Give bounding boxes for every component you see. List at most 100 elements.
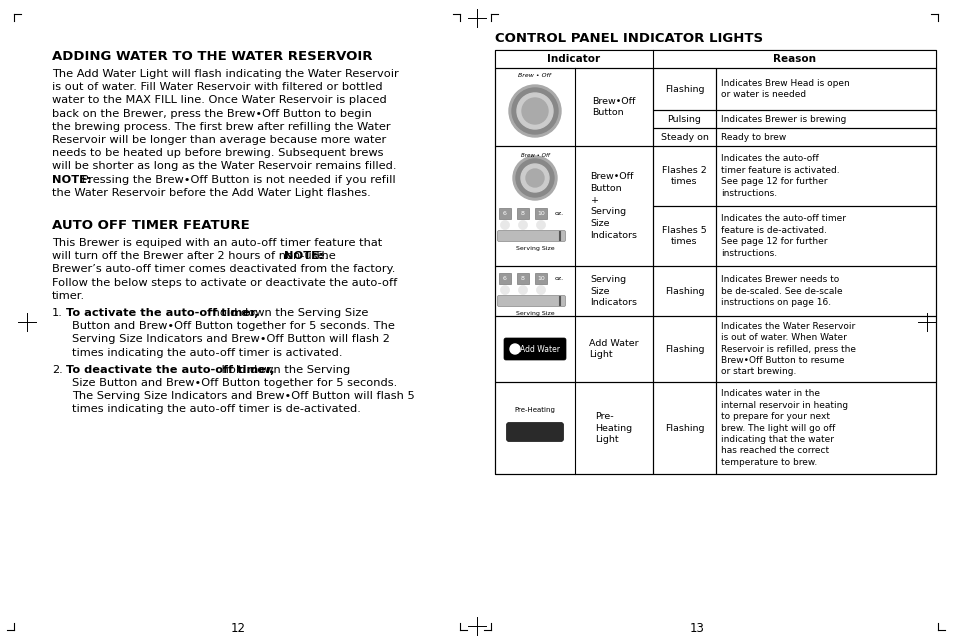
Bar <box>495 50 935 68</box>
Text: Indicates Brewer needs to
be de-scaled. See de-scale
instructions on page 16.: Indicates Brewer needs to be de-scaled. … <box>720 275 841 307</box>
Bar <box>716 316 935 382</box>
Bar <box>495 68 652 146</box>
Text: Pre-Heating: Pre-Heating <box>514 407 555 413</box>
Text: Indicates Brew Head is open
or water is needed: Indicates Brew Head is open or water is … <box>720 79 849 99</box>
Text: AUTO OFF TIMER FEATURE: AUTO OFF TIMER FEATURE <box>52 219 250 232</box>
Circle shape <box>510 344 519 354</box>
Text: Brew • Off: Brew • Off <box>518 73 551 78</box>
Circle shape <box>525 169 543 187</box>
Text: Flashing: Flashing <box>664 84 703 93</box>
Text: CONTROL PANEL INDICATOR LIGHTS: CONTROL PANEL INDICATOR LIGHTS <box>495 32 762 45</box>
Text: hold down the Serving: hold down the Serving <box>218 365 351 375</box>
Text: Indicates the auto-off timer
feature is de-activated.
See page 12 for further
in: Indicates the auto-off timer feature is … <box>720 214 845 258</box>
Text: The: The <box>311 251 335 261</box>
Bar <box>716 382 935 474</box>
Text: Serving Size: Serving Size <box>516 311 554 316</box>
Circle shape <box>520 164 548 192</box>
FancyBboxPatch shape <box>497 296 565 307</box>
Text: Steady on: Steady on <box>659 133 708 142</box>
Text: Flashes 5
times: Flashes 5 times <box>661 226 706 246</box>
Bar <box>716 146 935 206</box>
Text: 8: 8 <box>520 211 524 216</box>
Text: NOTE:: NOTE: <box>284 251 323 261</box>
Bar <box>652 316 716 382</box>
Bar <box>495 316 652 382</box>
Circle shape <box>516 159 554 197</box>
Text: Ready to brew: Ready to brew <box>720 133 785 142</box>
Bar <box>716 68 935 110</box>
Text: 6: 6 <box>502 211 506 216</box>
Text: Reason: Reason <box>772 54 815 64</box>
Text: back on the Brewer, press the Brew•Off Button to begin: back on the Brewer, press the Brew•Off B… <box>52 109 372 118</box>
Text: To deactivate the auto-off timer,: To deactivate the auto-off timer, <box>66 365 274 375</box>
Text: Pulsing: Pulsing <box>667 115 700 124</box>
Text: oz.: oz. <box>555 276 563 281</box>
Circle shape <box>513 156 557 200</box>
Text: 8: 8 <box>520 276 524 281</box>
Text: Serving
Size
Indicators: Serving Size Indicators <box>590 275 637 307</box>
Bar <box>652 68 716 110</box>
Text: the brewing process. The first brew after refilling the Water: the brewing process. The first brew afte… <box>52 122 390 132</box>
Text: Reservoir will be longer than average because more water: Reservoir will be longer than average be… <box>52 135 386 145</box>
Text: timer.: timer. <box>52 291 85 301</box>
Text: will turn off the Brewer after 2 hours of non-use.: will turn off the Brewer after 2 hours o… <box>52 251 332 261</box>
Text: The Add Water Light will flash indicating the Water Reservoir: The Add Water Light will flash indicatin… <box>52 69 398 79</box>
Text: Flashing: Flashing <box>664 345 703 354</box>
Bar <box>495 382 652 474</box>
Bar <box>716 128 935 146</box>
Circle shape <box>536 220 545 229</box>
Bar <box>535 273 546 284</box>
Circle shape <box>521 98 547 124</box>
Text: Add Water
Light: Add Water Light <box>589 339 639 359</box>
Text: Follow the below steps to activate or deactivate the auto-off: Follow the below steps to activate or de… <box>52 278 396 288</box>
Text: is out of water. Fill Water Reservoir with filtered or bottled: is out of water. Fill Water Reservoir wi… <box>52 82 382 92</box>
Text: The Serving Size Indicators and Brew•Off Button will flash 5: The Serving Size Indicators and Brew•Off… <box>71 391 415 401</box>
Circle shape <box>517 93 553 129</box>
Bar <box>652 206 716 266</box>
Text: 10: 10 <box>537 211 544 216</box>
Text: Indicator: Indicator <box>547 54 600 64</box>
Bar <box>716 266 935 316</box>
Bar <box>495 266 652 316</box>
Text: Brew•Off
Button: Brew•Off Button <box>592 97 635 117</box>
Bar <box>495 146 652 266</box>
Text: water to the MAX FILL line. Once Water Reservoir is placed: water to the MAX FILL line. Once Water R… <box>52 95 386 106</box>
Text: ADDING WATER TO THE WATER RESERVOIR: ADDING WATER TO THE WATER RESERVOIR <box>52 50 372 63</box>
Bar <box>716 110 935 128</box>
Text: 2.: 2. <box>52 365 63 375</box>
Text: needs to be heated up before brewing. Subsequent brews: needs to be heated up before brewing. Su… <box>52 148 383 158</box>
Text: Flashes 2
times: Flashes 2 times <box>661 166 706 185</box>
Text: Brew • Off: Brew • Off <box>520 153 549 158</box>
Text: NOTE:: NOTE: <box>52 175 91 185</box>
Bar <box>495 50 935 474</box>
Bar <box>517 208 529 219</box>
Bar <box>652 146 716 206</box>
Text: 13: 13 <box>689 622 703 635</box>
Bar <box>716 206 935 266</box>
Bar <box>652 266 716 316</box>
Text: Size Button and Brew•Off Button together for 5 seconds.: Size Button and Brew•Off Button together… <box>71 378 396 388</box>
Text: Pressing the Brew•Off Button is not needed if you refill: Pressing the Brew•Off Button is not need… <box>78 175 395 185</box>
Text: To activate the auto-off timer,: To activate the auto-off timer, <box>66 308 258 318</box>
Text: times indicating the auto-off timer is activated.: times indicating the auto-off timer is a… <box>71 348 342 357</box>
Text: Indicates the Water Reservoir
is out of water. When Water
Reservoir is refilled,: Indicates the Water Reservoir is out of … <box>720 321 855 376</box>
Bar <box>652 382 716 474</box>
Bar <box>652 110 716 128</box>
Text: 6: 6 <box>502 276 506 281</box>
Text: Add Water: Add Water <box>519 345 559 354</box>
Text: the Water Reservoir before the Add Water Light flashes.: the Water Reservoir before the Add Water… <box>52 188 371 198</box>
Text: times indicating the auto-off timer is de-activated.: times indicating the auto-off timer is d… <box>71 404 360 414</box>
Text: Brew•Off
Button
+
Serving
Size
Indicators: Brew•Off Button + Serving Size Indicator… <box>590 172 637 240</box>
Circle shape <box>509 85 560 137</box>
Bar <box>652 128 716 146</box>
Text: Brewer’s auto-off timer comes deactivated from the factory.: Brewer’s auto-off timer comes deactivate… <box>52 265 395 274</box>
FancyBboxPatch shape <box>506 422 563 442</box>
Text: will be shorter as long as the Water Reservoir remains filled.: will be shorter as long as the Water Res… <box>52 162 396 171</box>
Circle shape <box>500 285 509 294</box>
Text: This Brewer is equiped with an auto-off timer feature that: This Brewer is equiped with an auto-off … <box>52 238 382 248</box>
Text: Serving Size Indicators and Brew•Off Button will flash 2: Serving Size Indicators and Brew•Off But… <box>71 334 390 345</box>
Text: oz.: oz. <box>555 211 563 216</box>
FancyBboxPatch shape <box>497 231 565 242</box>
Circle shape <box>512 88 558 134</box>
Circle shape <box>500 220 509 229</box>
